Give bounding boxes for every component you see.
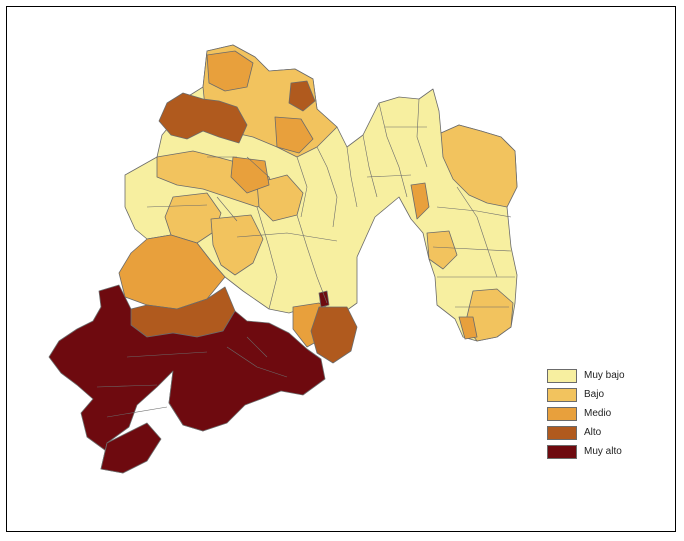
region-bajo (164, 192, 222, 244)
legend-label: Muy alto (584, 446, 622, 457)
choropleth-map (48, 44, 518, 474)
legend-label: Alto (584, 427, 602, 438)
legend-label: Medio (584, 408, 612, 419)
region-muy-alto (48, 284, 326, 474)
region-medio (410, 182, 430, 220)
region-medio (274, 116, 314, 154)
map-frame: Muy bajo Bajo Medio Alto Muy alto (6, 6, 676, 532)
legend-swatch (547, 369, 577, 383)
region-medio (206, 50, 254, 92)
legend-swatch (547, 445, 577, 459)
region-medio (230, 156, 270, 194)
region-alto (310, 306, 358, 364)
region-muy-alto (100, 422, 162, 474)
region-alto (158, 92, 248, 144)
region-muy-alto (318, 290, 330, 308)
region-alto (288, 80, 316, 112)
legend-swatch (547, 388, 577, 402)
region-bajo (210, 214, 264, 276)
region-medio (458, 316, 478, 340)
region-bajo (440, 124, 518, 208)
legend-swatch (547, 426, 577, 440)
legend-label: Bajo (584, 389, 605, 400)
legend-label: Muy bajo (584, 370, 625, 381)
legend-swatch (547, 407, 577, 421)
region-bajo (426, 230, 458, 270)
